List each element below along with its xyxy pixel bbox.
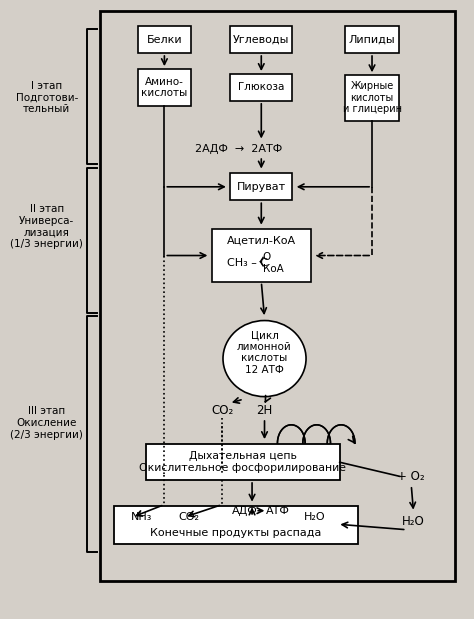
Text: Липиды: Липиды xyxy=(349,35,395,45)
FancyBboxPatch shape xyxy=(230,26,292,53)
Text: Углеводы: Углеводы xyxy=(233,35,290,45)
FancyBboxPatch shape xyxy=(114,506,358,544)
Text: Глюкоза: Глюкоза xyxy=(238,82,284,92)
Ellipse shape xyxy=(223,321,306,397)
FancyBboxPatch shape xyxy=(346,26,399,53)
Text: I этап
Подготови-
тельный: I этап Подготови- тельный xyxy=(16,81,78,115)
Text: АТФ: АТФ xyxy=(265,506,289,516)
Text: CO₂: CO₂ xyxy=(178,512,200,522)
Text: 2АДФ  →  2АТФ: 2АДФ → 2АТФ xyxy=(195,144,282,154)
Text: 2H: 2H xyxy=(256,404,273,417)
FancyBboxPatch shape xyxy=(138,26,191,53)
Text: КоА: КоА xyxy=(263,264,284,274)
Text: II этап
Универса-
лизация
(1/3 энергии): II этап Универса- лизация (1/3 энергии) xyxy=(10,204,83,249)
FancyBboxPatch shape xyxy=(138,69,191,106)
Text: III этап
Окисление
(2/3 энергии): III этап Окисление (2/3 энергии) xyxy=(10,407,83,439)
Text: Конечные продукты распада: Конечные продукты распада xyxy=(150,528,321,538)
Text: Дыхательная цепь
Окислительное фосфорилирование: Дыхательная цепь Окислительное фосфорили… xyxy=(139,451,346,473)
Text: NH₃: NH₃ xyxy=(131,512,152,522)
Text: O: O xyxy=(263,252,271,262)
Text: Ацетил-КоА: Ацетил-КоА xyxy=(227,235,296,245)
Text: CO₂: CO₂ xyxy=(211,404,233,417)
Text: + O₂: + O₂ xyxy=(397,470,425,483)
Text: Жирные
кислоты
и глицерин: Жирные кислоты и глицерин xyxy=(343,81,401,115)
FancyBboxPatch shape xyxy=(146,444,340,480)
Text: Пируват: Пируват xyxy=(237,182,286,192)
FancyBboxPatch shape xyxy=(212,230,311,282)
Text: H₂O: H₂O xyxy=(303,512,325,522)
Text: Белки: Белки xyxy=(146,35,182,45)
Text: Цикл
лимонной
кислоты
12 АТФ: Цикл лимонной кислоты 12 АТФ xyxy=(237,330,292,375)
Text: CH₃ – C: CH₃ – C xyxy=(227,258,268,268)
FancyBboxPatch shape xyxy=(230,173,292,201)
FancyBboxPatch shape xyxy=(346,75,399,121)
Text: H₂O: H₂O xyxy=(402,514,425,527)
Text: АДФ: АДФ xyxy=(232,506,258,516)
Text: Амино-
кислоты: Амино- кислоты xyxy=(141,77,188,98)
FancyBboxPatch shape xyxy=(230,74,292,101)
